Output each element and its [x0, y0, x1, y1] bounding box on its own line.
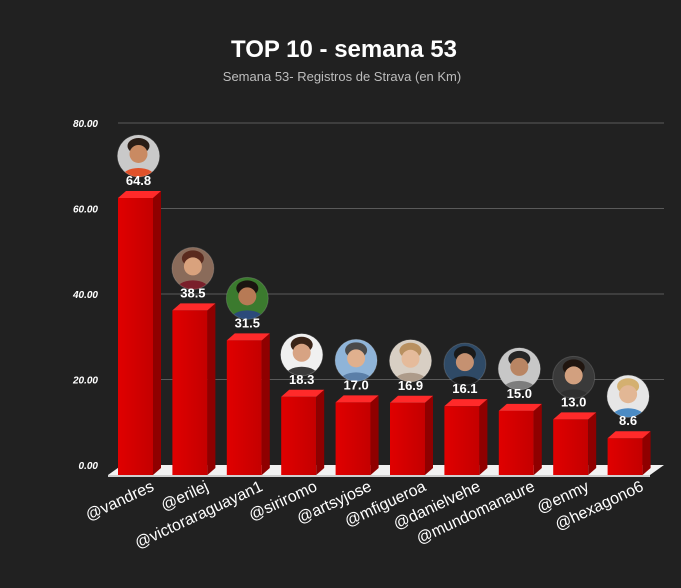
bar: [172, 303, 216, 475]
avatar: [225, 276, 269, 320]
bar-side: [370, 395, 379, 475]
bar-front: [281, 396, 317, 475]
bar-top: [498, 403, 542, 411]
bar-front: [553, 419, 589, 475]
bar-side: [425, 395, 433, 475]
y-tick-label: 60.00: [73, 205, 98, 216]
chart-title: TOP 10 - semana 53: [231, 36, 457, 63]
y-tick-label: 0.00: [79, 461, 99, 472]
floor-edge: [108, 475, 650, 477]
bar-side: [261, 333, 270, 475]
avatar: [117, 134, 160, 178]
avatar: [389, 339, 432, 383]
bar: [444, 399, 488, 475]
y-tick-label: 80.00: [73, 119, 98, 130]
value-label: 18.3: [289, 372, 314, 387]
bar-front: [444, 406, 480, 475]
bar: [607, 431, 651, 475]
bar: [281, 389, 325, 475]
value-label: 16.1: [452, 381, 477, 396]
bar-side: [153, 190, 161, 476]
category-labels: @vandres @erilej@victoraraguayan1@sirirom…: [83, 478, 646, 552]
value-label: 31.5: [235, 315, 260, 330]
bar: [390, 395, 433, 475]
y-axis-ticks: 0.00 20.00 40.00 60.00 80.00: [72, 119, 98, 472]
value-label: 64.8: [126, 173, 151, 188]
bar-top: [390, 395, 433, 403]
bar-front: [118, 197, 153, 476]
bar-top: [226, 333, 270, 341]
value-label: 38.5: [180, 285, 205, 300]
value-label: 13.0: [561, 394, 586, 409]
bars: [118, 190, 651, 476]
avatar: [280, 333, 324, 377]
bar-top: [553, 412, 597, 420]
bar: [335, 395, 379, 475]
bar-front: [498, 410, 534, 475]
bar-top: [444, 399, 488, 407]
bar-front: [226, 340, 262, 475]
bar-top: [118, 190, 161, 198]
y-tick-label: 40.00: [72, 290, 98, 301]
value-label: 15.0: [507, 386, 532, 401]
value-label: 8.6: [619, 413, 637, 428]
chart-subtitle: Semana 53- Registros de Strava (en Km): [223, 69, 461, 84]
bar-side: [533, 403, 542, 475]
avatar: [552, 355, 596, 399]
avatars: [117, 134, 650, 418]
avatar: [606, 374, 650, 418]
y-tick-label: 20.00: [72, 376, 98, 387]
category-label: @vandres: [83, 478, 157, 524]
bar-top: [281, 389, 325, 397]
bar: [553, 412, 597, 475]
value-label: 16.9: [398, 378, 423, 393]
bar-side: [316, 389, 325, 475]
bar-side: [207, 303, 216, 475]
bar-front: [390, 402, 425, 475]
value-label: 17.0: [343, 377, 368, 392]
avatar: [171, 246, 215, 290]
bar-side: [642, 431, 651, 475]
avatar: [334, 338, 378, 382]
avatar: [443, 342, 487, 386]
bar-front: [172, 310, 208, 475]
bar-front: [335, 402, 371, 475]
bar-side: [588, 412, 597, 475]
bar-top: [607, 431, 651, 439]
bar-top: [335, 395, 379, 403]
avatar: [497, 347, 541, 391]
bar: [118, 190, 161, 476]
value-labels: 64.8 38.5 31.5 18.3 17.0 16.9 16.1 15.0 13.0 8.6: [126, 173, 637, 428]
bar-top: [172, 303, 216, 311]
bar: [498, 403, 542, 475]
bar-side: [479, 399, 488, 475]
bar: [226, 333, 270, 475]
bar-front: [607, 438, 643, 475]
